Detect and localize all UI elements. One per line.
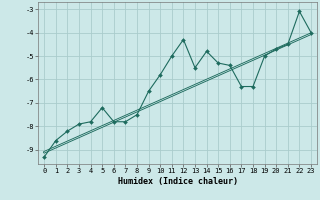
X-axis label: Humidex (Indice chaleur): Humidex (Indice chaleur) — [118, 177, 238, 186]
